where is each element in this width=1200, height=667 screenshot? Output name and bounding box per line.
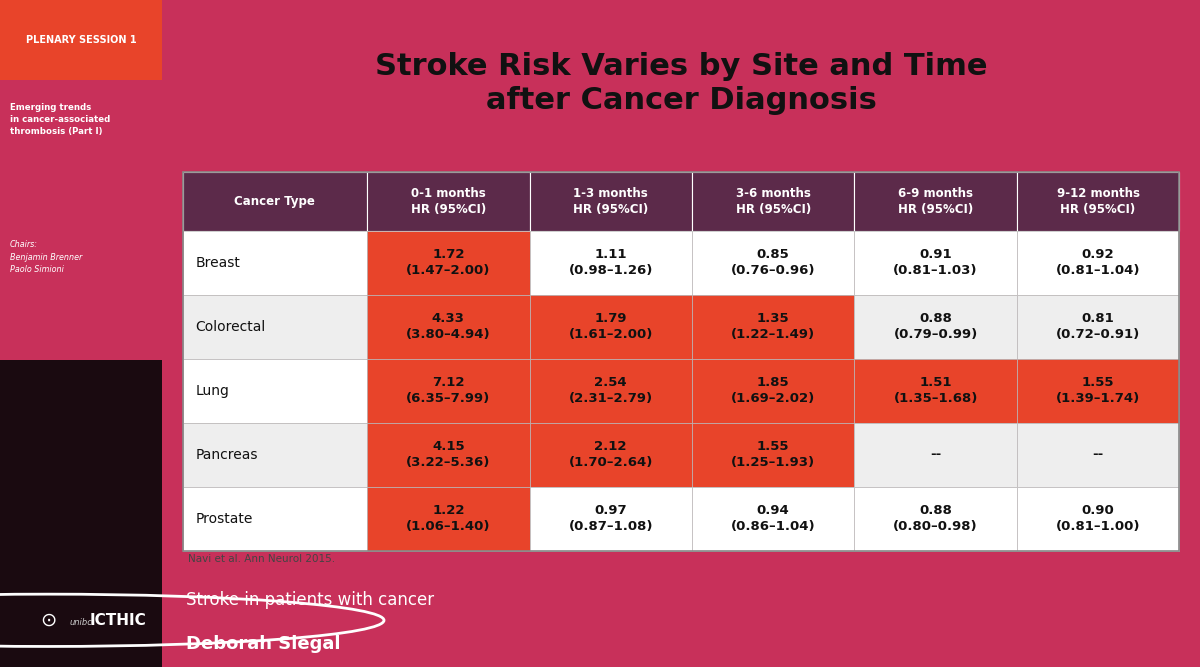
FancyBboxPatch shape (182, 423, 367, 487)
Text: 1.35
(1.22–1.49): 1.35 (1.22–1.49) (731, 312, 815, 342)
Text: 0.88
(0.80–0.98): 0.88 (0.80–0.98) (893, 504, 978, 533)
Text: 1.85
(1.69–2.02): 1.85 (1.69–2.02) (731, 376, 815, 406)
FancyBboxPatch shape (1016, 295, 1180, 359)
FancyBboxPatch shape (854, 487, 1016, 551)
FancyBboxPatch shape (529, 295, 692, 359)
Text: 7.12
(6.35–7.99): 7.12 (6.35–7.99) (406, 376, 491, 406)
FancyBboxPatch shape (529, 423, 692, 487)
Text: Lung: Lung (196, 384, 229, 398)
Text: Navi et al. Ann Neurol 2015.: Navi et al. Ann Neurol 2015. (188, 554, 335, 564)
Text: Stroke Risk Varies by Site and Time
after Cancer Diagnosis: Stroke Risk Varies by Site and Time afte… (374, 51, 988, 115)
FancyBboxPatch shape (692, 295, 854, 359)
Text: 0.97
(0.87–1.08): 0.97 (0.87–1.08) (569, 504, 653, 533)
FancyBboxPatch shape (0, 360, 162, 667)
Text: ICTHIC: ICTHIC (90, 613, 146, 628)
FancyBboxPatch shape (0, 0, 162, 80)
FancyBboxPatch shape (529, 172, 692, 231)
Text: 1.72
(1.47–2.00): 1.72 (1.47–2.00) (406, 248, 491, 277)
Text: Prostate: Prostate (196, 512, 252, 526)
FancyBboxPatch shape (1016, 172, 1180, 231)
FancyBboxPatch shape (1016, 487, 1180, 551)
Text: --: -- (930, 448, 941, 461)
Text: --: -- (1092, 448, 1104, 461)
Text: 1.79
(1.61–2.00): 1.79 (1.61–2.00) (569, 312, 653, 342)
Text: 9-12 months
HR (95%CI): 9-12 months HR (95%CI) (1056, 187, 1140, 215)
FancyBboxPatch shape (529, 487, 692, 551)
Text: 0.85
(0.76–0.96): 0.85 (0.76–0.96) (731, 248, 816, 277)
Text: 0.81
(0.72–0.91): 0.81 (0.72–0.91) (1056, 312, 1140, 342)
FancyBboxPatch shape (529, 359, 692, 423)
Text: 0.88
(0.79–0.99): 0.88 (0.79–0.99) (894, 312, 978, 342)
Text: unibc: unibc (70, 618, 92, 627)
Text: 1.11
(0.98–1.26): 1.11 (0.98–1.26) (569, 248, 653, 277)
Text: PLENARY SESSION 1: PLENARY SESSION 1 (25, 35, 137, 45)
Text: Breast: Breast (196, 255, 240, 269)
FancyBboxPatch shape (367, 295, 529, 359)
Text: 3-6 months
HR (95%CI): 3-6 months HR (95%CI) (736, 187, 811, 215)
FancyBboxPatch shape (367, 359, 529, 423)
Text: 4.33
(3.80–4.94): 4.33 (3.80–4.94) (406, 312, 491, 342)
FancyBboxPatch shape (854, 172, 1016, 231)
FancyBboxPatch shape (854, 423, 1016, 487)
Text: Emerging trends
in cancer-associated
thrombosis (Part I): Emerging trends in cancer-associated thr… (10, 103, 110, 136)
Text: 2.12
(1.70–2.64): 2.12 (1.70–2.64) (569, 440, 653, 469)
FancyBboxPatch shape (182, 487, 367, 551)
Text: 1.22
(1.06–1.40): 1.22 (1.06–1.40) (406, 504, 491, 533)
FancyBboxPatch shape (367, 423, 529, 487)
FancyBboxPatch shape (1016, 423, 1180, 487)
Text: Deborah Siegal: Deborah Siegal (186, 635, 341, 652)
FancyBboxPatch shape (367, 172, 529, 231)
Text: 1.55
(1.25–1.93): 1.55 (1.25–1.93) (731, 440, 815, 469)
FancyBboxPatch shape (182, 231, 367, 295)
FancyBboxPatch shape (1016, 231, 1180, 295)
Text: 0.94
(0.86–1.04): 0.94 (0.86–1.04) (731, 504, 816, 533)
FancyBboxPatch shape (182, 295, 367, 359)
Text: Cancer Type: Cancer Type (234, 195, 316, 208)
Text: Colorectal: Colorectal (196, 319, 265, 334)
Text: 2.54
(2.31–2.79): 2.54 (2.31–2.79) (569, 376, 653, 406)
Text: Chairs:
Benjamin Brenner
Paolo Simioni: Chairs: Benjamin Brenner Paolo Simioni (10, 240, 82, 274)
Text: 0.92
(0.81–1.04): 0.92 (0.81–1.04) (1056, 248, 1140, 277)
Text: 1.51
(1.35–1.68): 1.51 (1.35–1.68) (894, 376, 978, 406)
Text: 6-9 months
HR (95%CI): 6-9 months HR (95%CI) (898, 187, 973, 215)
FancyBboxPatch shape (182, 359, 367, 423)
FancyBboxPatch shape (692, 172, 854, 231)
Text: Pancreas: Pancreas (196, 448, 258, 462)
Text: Stroke in patients with cancer: Stroke in patients with cancer (186, 591, 434, 609)
FancyBboxPatch shape (854, 231, 1016, 295)
Text: 0.91
(0.81–1.03): 0.91 (0.81–1.03) (893, 248, 978, 277)
FancyBboxPatch shape (692, 359, 854, 423)
Text: 1.55
(1.39–1.74): 1.55 (1.39–1.74) (1056, 376, 1140, 406)
Text: 0-1 months
HR (95%CI): 0-1 months HR (95%CI) (410, 187, 486, 215)
FancyBboxPatch shape (854, 359, 1016, 423)
Text: 0.90
(0.81–1.00): 0.90 (0.81–1.00) (1056, 504, 1140, 533)
Text: 4.15
(3.22–5.36): 4.15 (3.22–5.36) (406, 440, 491, 469)
FancyBboxPatch shape (692, 423, 854, 487)
FancyBboxPatch shape (367, 231, 529, 295)
FancyBboxPatch shape (692, 231, 854, 295)
FancyBboxPatch shape (854, 295, 1016, 359)
FancyBboxPatch shape (1016, 359, 1180, 423)
Text: 1-3 months
HR (95%CI): 1-3 months HR (95%CI) (574, 187, 648, 215)
FancyBboxPatch shape (367, 487, 529, 551)
Text: ⊙: ⊙ (40, 611, 56, 630)
FancyBboxPatch shape (529, 231, 692, 295)
FancyBboxPatch shape (692, 487, 854, 551)
FancyBboxPatch shape (182, 172, 367, 231)
